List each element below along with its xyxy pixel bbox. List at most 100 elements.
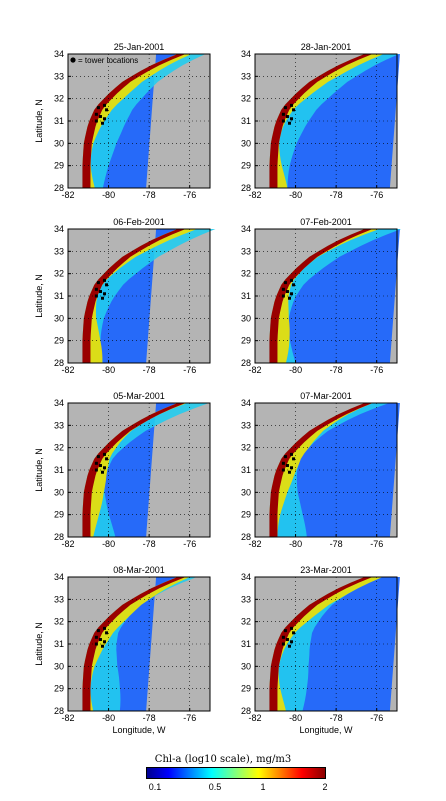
lat-tick-label: 31 [241,116,251,126]
offshore-water [269,54,400,188]
tower-marker [283,281,287,285]
lon-tick-label: -80 [102,539,115,549]
lat-tick-label: 28 [54,532,64,542]
colorbar-tick-2: 2 [322,782,328,792]
map-panel: 28 29 30 31 32 33 34 -82 -80 -78 -76 05-Mar-2001 Lat… [34,391,211,549]
panel-date-title: 05-Mar-2001 [113,391,165,401]
tower-marker [96,455,100,459]
tower-marker [94,461,98,465]
lon-tick-label: -82 [61,539,74,549]
lon-tick-label: -82 [61,713,74,723]
tower-marker [281,287,285,291]
tower-marker [290,292,294,296]
tower-marker [285,464,289,468]
tower-marker [105,108,109,112]
offshore-water [269,229,400,363]
lat-tick-label: 29 [54,161,64,171]
lon-tick-label: -80 [102,713,115,723]
panel-date-title: 28-Jan-2001 [301,42,352,52]
tower-marker [105,457,109,461]
lat-tick-label: 28 [241,358,251,368]
lat-tick-label: 32 [241,617,251,627]
lat-tick-label: 34 [241,49,251,59]
tower-marker [94,635,98,639]
map-panel: 28 29 30 31 32 33 34 -82 -80 -78 -76 06-Feb-2001 Lat… [34,217,216,375]
tower-marker [105,283,109,287]
tower-marker [94,287,98,291]
tower-marker [103,292,107,296]
colorbar-gradient [146,767,326,779]
tower-marker [100,470,104,474]
lon-tick-label: -78 [330,365,343,375]
panel-date-title: 07-Mar-2001 [300,391,352,401]
tower-marker [96,281,100,285]
lon-tick-label: -78 [330,539,343,549]
tower-marker [290,466,294,470]
tower-marker [290,626,294,630]
lat-tick-label: 29 [241,336,251,346]
lat-tick-label: 32 [54,443,64,453]
colorbar-tick-1: 1 [260,782,266,792]
lat-tick-label: 31 [54,465,64,475]
lon-tick-label: -76 [370,365,383,375]
lon-tick-label: -82 [61,190,74,200]
lat-tick-label: 32 [241,94,251,104]
tower-marker [292,457,296,461]
tower-marker [98,115,102,119]
lat-tick-label: 33 [54,246,64,256]
lat-tick-label: 32 [54,94,64,104]
lat-tick-label: 28 [241,706,251,716]
colorbar-tick-0.1: 0.1 [148,782,162,792]
lon-tick-label: -76 [183,539,196,549]
lat-tick-label: 33 [54,71,64,81]
longitude-axis-label: Longitude, W [112,725,166,735]
lon-tick-label: -82 [248,190,261,200]
lat-tick-label: 33 [241,594,251,604]
lat-tick-label: 28 [241,532,251,542]
nearshore-water [269,54,384,188]
lat-tick-label: 29 [54,336,64,346]
tower-marker [287,470,291,474]
tower-marker [281,112,285,116]
lon-tick-label: -82 [61,365,74,375]
latitude-axis-label: Latitude, N [34,274,44,318]
longitude-axis-label: Longitude, W [299,725,353,735]
latitude-axis-label: Latitude, N [34,99,44,143]
tower-marker [290,640,294,644]
tower-marker [98,464,102,468]
tower-marker [290,278,294,282]
legend-tower-marker [70,57,76,63]
lat-tick-label: 30 [54,661,64,671]
lat-tick-label: 33 [54,420,64,430]
lat-tick-label: 29 [241,684,251,694]
tower-marker [292,631,296,635]
lat-tick-label: 31 [241,639,251,649]
map-panel: 28 29 30 31 32 33 34 -82 -80 -78 -76 07-Feb-2001 [241,217,402,375]
colorbar-tick-0.5: 0.5 [208,782,222,792]
lon-tick-label: -76 [370,539,383,549]
lat-tick-label: 33 [241,71,251,81]
lat-tick-label: 29 [54,684,64,694]
lat-tick-label: 28 [54,183,64,193]
tower-marker [283,629,287,633]
lat-tick-label: 33 [241,420,251,430]
lat-tick-label: 28 [54,706,64,716]
lat-tick-label: 30 [241,487,251,497]
map-panel: 28 29 30 31 32 33 34 -82 -80 -78 -76 28-Jan-2001 [241,42,400,200]
lat-tick-label: 31 [54,291,64,301]
lon-tick-label: -80 [102,190,115,200]
tower-marker [103,466,107,470]
panel-date-title: 23-Mar-2001 [300,565,352,575]
nearshore-water [82,403,188,537]
lat-tick-label: 30 [241,661,251,671]
lat-tick-label: 29 [241,161,251,171]
lat-tick-label: 29 [54,510,64,520]
tower-marker [285,290,289,294]
shelf-water [82,577,197,711]
tower-marker [287,644,291,648]
lat-tick-label: 33 [54,594,64,604]
lon-tick-label: -80 [289,713,302,723]
tower-marker [283,106,287,110]
tower-marker [100,644,104,648]
lat-tick-label: 34 [241,224,251,234]
